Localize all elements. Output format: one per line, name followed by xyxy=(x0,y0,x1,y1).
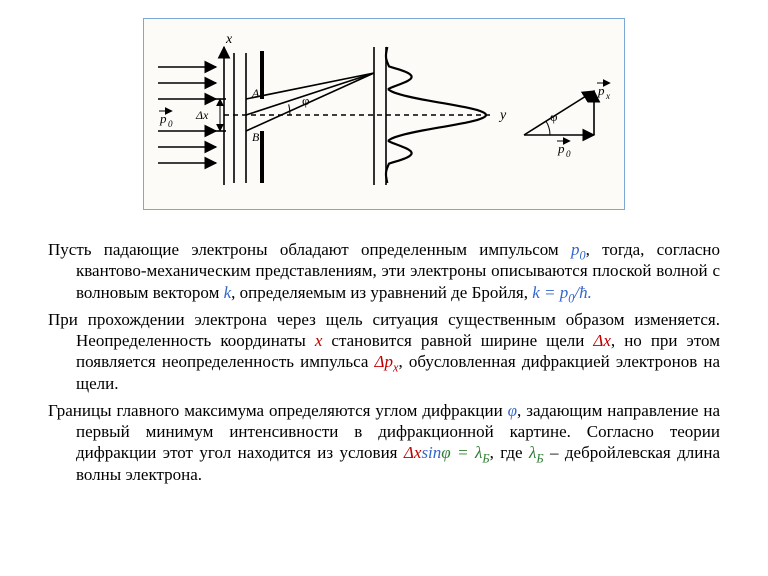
svg-text:p: p xyxy=(597,83,605,98)
p3-text-a: Границы главного максимума определяются … xyxy=(48,401,508,420)
diffraction-figure: xp0yΔxABφφp0px xyxy=(154,25,614,205)
p3-text-c: , где xyxy=(490,443,529,462)
svg-text:p: p xyxy=(557,141,565,156)
page: xp0yΔxABφφp0px Пусть падающие электроны … xyxy=(0,0,768,576)
paragraph-3: Границы главного максимума определяются … xyxy=(48,400,720,485)
figure-frame: xp0yΔxABφφp0px xyxy=(143,18,625,210)
sym-dpx: Δpx xyxy=(375,352,399,371)
svg-text:x: x xyxy=(225,32,233,47)
svg-text:0: 0 xyxy=(566,149,571,159)
sym-p0: p0 xyxy=(571,240,586,259)
svg-text:0: 0 xyxy=(168,119,173,129)
sym-lambda: λБ xyxy=(529,443,544,462)
svg-text:p: p xyxy=(159,111,167,126)
figure-container: xp0yΔxABφφp0px xyxy=(48,18,720,215)
paragraph-2: При прохождении электрона через щель сит… xyxy=(48,309,720,394)
svg-text:φ: φ xyxy=(302,93,310,108)
svg-text:φ: φ xyxy=(550,109,558,124)
sym-phi: φ xyxy=(508,401,517,420)
p2-text-b: становится равной ширине щели xyxy=(322,331,593,350)
paragraph-1: Пусть падающие электроны обладают опреде… xyxy=(48,239,720,303)
eq-k: k = p0/ћ. xyxy=(532,283,592,302)
p1-text-a: Пусть падающие электроны обладают опреде… xyxy=(48,240,571,259)
svg-text:B: B xyxy=(252,130,260,144)
sym-dx: Δx xyxy=(593,331,611,350)
svg-text:x: x xyxy=(605,91,610,101)
svg-text:y: y xyxy=(498,108,507,123)
svg-text:Δx: Δx xyxy=(195,108,209,122)
p1-text-c: , определяемым из уравнений де Бройля, xyxy=(231,283,532,302)
sym-cond: Δxsinφ = λБ xyxy=(404,443,490,462)
